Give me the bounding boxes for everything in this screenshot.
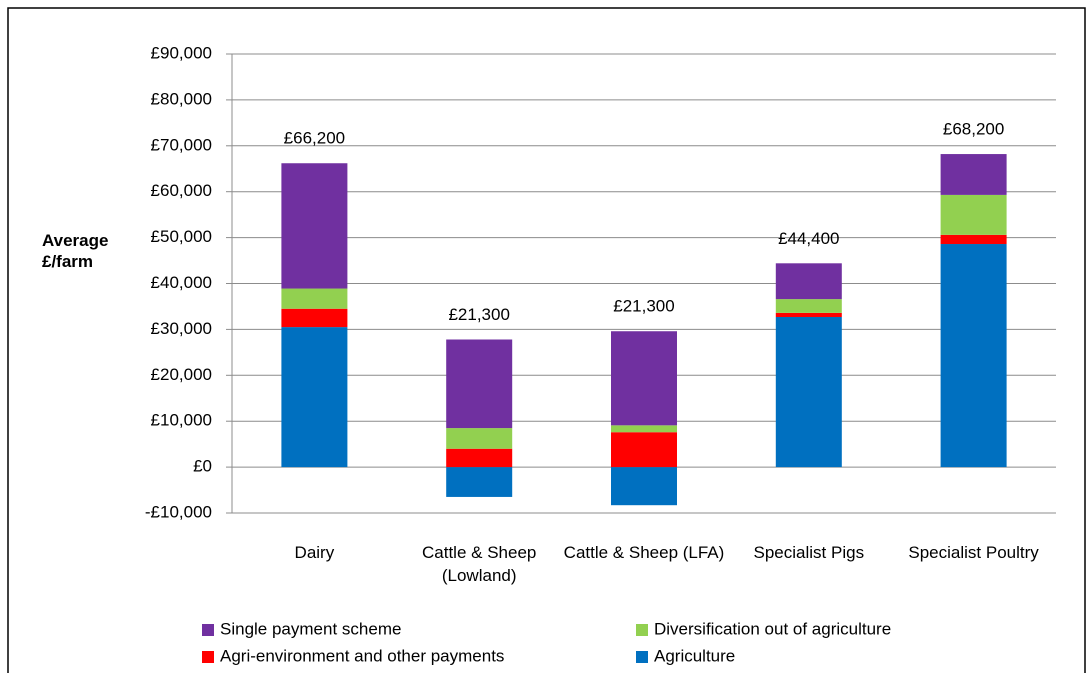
y-tick-label: -£10,000 <box>145 502 212 521</box>
total-label: £44,400 <box>778 229 839 248</box>
total-label: £21,300 <box>613 297 674 316</box>
legend-label: Agriculture <box>654 646 735 665</box>
legend-swatch <box>636 624 648 636</box>
y-axis-label: Average £/farm <box>42 231 109 271</box>
bar-segment <box>611 425 677 433</box>
bar-segment <box>446 339 513 429</box>
x-tick-label: Cattle & Sheep (Lowland) <box>422 543 537 585</box>
bar-segment <box>775 312 842 318</box>
bar-segment <box>611 432 677 468</box>
bar-segment <box>446 428 513 449</box>
bar-segment <box>611 331 677 426</box>
total-label: £66,200 <box>284 129 345 148</box>
bar-segment <box>940 244 1007 468</box>
bar-segment <box>611 467 677 506</box>
y-tick-label: £60,000 <box>151 181 212 200</box>
bar-segment <box>446 467 513 497</box>
x-tick-label: Dairy <box>294 543 335 562</box>
y-tick-label: £40,000 <box>151 273 212 292</box>
bar-segment <box>281 288 348 309</box>
bar-segment <box>940 234 1007 245</box>
y-tick-label: £10,000 <box>151 411 212 430</box>
bar-segment <box>940 154 1007 195</box>
bar-segment <box>775 299 842 313</box>
y-tick-label: £20,000 <box>151 365 212 384</box>
y-tick-label: £90,000 <box>151 43 212 62</box>
frame <box>7 7 1086 673</box>
total-label: £68,200 <box>943 120 1004 139</box>
y-tick-label: £30,000 <box>151 319 212 338</box>
bar-segment <box>775 317 842 468</box>
x-tick-label: Specialist Pigs <box>753 543 865 562</box>
legend-label: Single payment scheme <box>220 619 401 638</box>
y-tick-label: £70,000 <box>151 135 212 154</box>
bar-segment <box>281 327 348 468</box>
x-tick-label: Cattle & Sheep (LFA) <box>563 543 725 562</box>
total-label: £21,300 <box>448 305 509 324</box>
legend-swatch <box>202 651 214 663</box>
bar-segment <box>446 448 513 468</box>
bar-segment <box>940 194 1007 235</box>
y-tick-label: £0 <box>193 457 212 476</box>
y-tick-label: £80,000 <box>151 89 212 108</box>
legend-label: Diversification out of agriculture <box>654 619 891 638</box>
bar-segment <box>775 263 842 300</box>
bar-segment <box>281 163 348 289</box>
bar-segment <box>281 308 348 328</box>
legend-label: Agri-environment and other payments <box>220 646 504 665</box>
x-tick-label: Specialist Poultry <box>908 543 1039 562</box>
legend-swatch <box>636 651 648 663</box>
legend-swatch <box>202 624 214 636</box>
y-tick-label: £50,000 <box>151 227 212 246</box>
